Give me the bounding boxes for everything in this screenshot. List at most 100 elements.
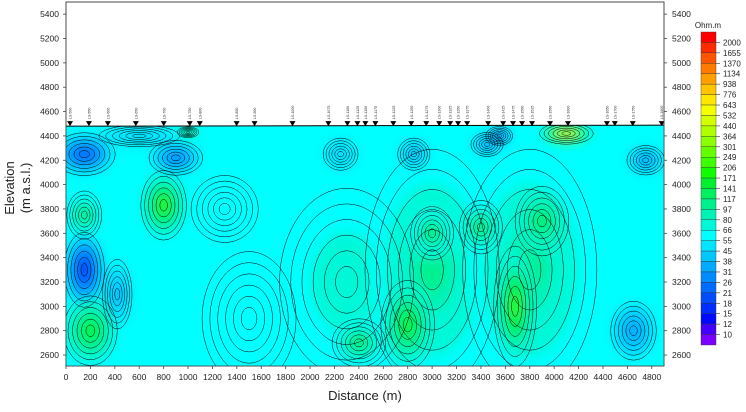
colorbar-label: 26 xyxy=(723,278,732,287)
contour-line xyxy=(629,325,638,336)
anomaly-fill xyxy=(218,202,231,216)
contour-line xyxy=(398,209,466,331)
y2-tick-label: 3600 xyxy=(672,228,691,238)
contour-line xyxy=(548,126,585,141)
station-marker: LS-1100 xyxy=(344,106,351,127)
station-triangle-icon xyxy=(510,121,517,127)
station-label: LS-1475 xyxy=(512,106,516,120)
contour-line xyxy=(190,175,259,243)
colorbar-swatch xyxy=(700,31,717,43)
x-tick-label: 1400 xyxy=(227,372,246,382)
contour-line xyxy=(66,136,111,173)
y2-tick-label: 4800 xyxy=(672,82,691,92)
contour-line xyxy=(109,276,125,312)
contour-line xyxy=(180,128,196,137)
y2-tick-label: 2600 xyxy=(672,350,691,360)
colorbar-label: 38 xyxy=(723,258,732,267)
colorbar-swatch xyxy=(700,136,717,147)
contour-line xyxy=(112,282,123,307)
colorbar-label: 80 xyxy=(723,216,732,225)
contour-line xyxy=(69,194,100,236)
anomaly-fill xyxy=(629,325,638,337)
station-triangle-icon xyxy=(629,121,636,127)
anomaly-fill xyxy=(511,295,520,318)
station-triangle-icon xyxy=(354,121,361,127)
contour-line xyxy=(118,130,160,142)
station-marker: LS-1250 xyxy=(408,106,415,127)
contour-line xyxy=(107,270,128,318)
station-triangle-icon xyxy=(529,121,536,127)
contour-line xyxy=(496,255,534,357)
x-tick-label: 1200 xyxy=(203,372,222,382)
contour-line xyxy=(301,219,392,345)
contour-line xyxy=(496,134,502,138)
station-marker: LS-1375 xyxy=(464,106,471,127)
station-triangle-icon xyxy=(611,121,618,127)
contour-line xyxy=(420,249,444,291)
station-label: LS-1400 xyxy=(487,106,491,120)
contour-line xyxy=(196,180,253,238)
contour-line xyxy=(394,302,422,347)
contour-line xyxy=(402,316,413,333)
contour-line xyxy=(68,143,100,166)
contour-line xyxy=(337,151,344,158)
contour-line xyxy=(151,187,176,223)
station-marker: LS-1800 xyxy=(658,106,665,127)
contour-line xyxy=(322,137,359,171)
colorbar-label: 2000 xyxy=(723,38,741,47)
contour-line xyxy=(484,142,490,147)
contour-line xyxy=(70,244,98,296)
contour-line xyxy=(159,199,168,212)
colorbar-label: 12 xyxy=(723,320,732,329)
contour-line xyxy=(201,251,297,366)
anomaly-fill xyxy=(496,134,502,138)
y-axis-right: 2600 2800 3000 3200 3400 3600 3800 4000 4200 4400… xyxy=(664,9,691,360)
contour-line xyxy=(507,229,553,311)
x-tick-label: 600 xyxy=(132,372,146,382)
anomaly-fill xyxy=(131,133,147,138)
colorbar-swatch xyxy=(700,167,717,179)
contour-line xyxy=(132,133,147,138)
contour-line xyxy=(397,137,431,171)
contour-line xyxy=(279,188,415,366)
y-tick-label: 3400 xyxy=(40,253,59,263)
station-marker: LS-1325 xyxy=(447,106,454,127)
contour-line xyxy=(144,176,183,235)
colorbar-label: 15 xyxy=(723,310,732,319)
y2-tick-label: 3400 xyxy=(672,253,691,263)
contour-line xyxy=(114,288,120,301)
contour-line xyxy=(345,330,373,356)
colorbar-label: 141 xyxy=(723,185,737,194)
colorbar-swatch xyxy=(700,52,717,64)
colorbar-label: 18 xyxy=(723,299,732,308)
anomaly-fill xyxy=(81,210,88,220)
y-tick-label: 3600 xyxy=(40,228,59,238)
station-marker: LS-1350 xyxy=(455,106,462,127)
station-label: LS-1650 xyxy=(605,106,609,120)
x-tick-label: 400 xyxy=(108,372,122,382)
station-triangle-icon xyxy=(519,121,526,127)
y-tick-label: 4600 xyxy=(40,107,59,117)
x-tick-label: 4000 xyxy=(545,372,564,382)
station-label: LS-600 xyxy=(106,108,110,120)
station-label: LS-1150 xyxy=(364,106,368,119)
contour-line xyxy=(186,131,191,134)
contour-line xyxy=(157,145,194,170)
colorbar-label: 440 xyxy=(723,122,737,131)
station-label: LS-1350 xyxy=(457,106,461,120)
anomaly-fill xyxy=(80,263,88,277)
colorbar-label: 1655 xyxy=(723,49,741,58)
station-marker: LS-1550 xyxy=(547,106,554,127)
station-marker: LS-1400 xyxy=(485,106,492,127)
contour-line xyxy=(473,169,586,366)
station-label: LS-1600 xyxy=(566,106,570,120)
contour-line xyxy=(66,139,106,169)
contour-line xyxy=(409,229,455,311)
contour-line xyxy=(466,209,496,246)
colorbar-swatch xyxy=(700,323,717,335)
contour-line xyxy=(478,138,496,151)
station-triangle-icon xyxy=(500,121,507,127)
colorbar-label: 938 xyxy=(723,80,737,89)
contour-line xyxy=(493,245,537,366)
station-triangle-icon xyxy=(455,121,462,127)
